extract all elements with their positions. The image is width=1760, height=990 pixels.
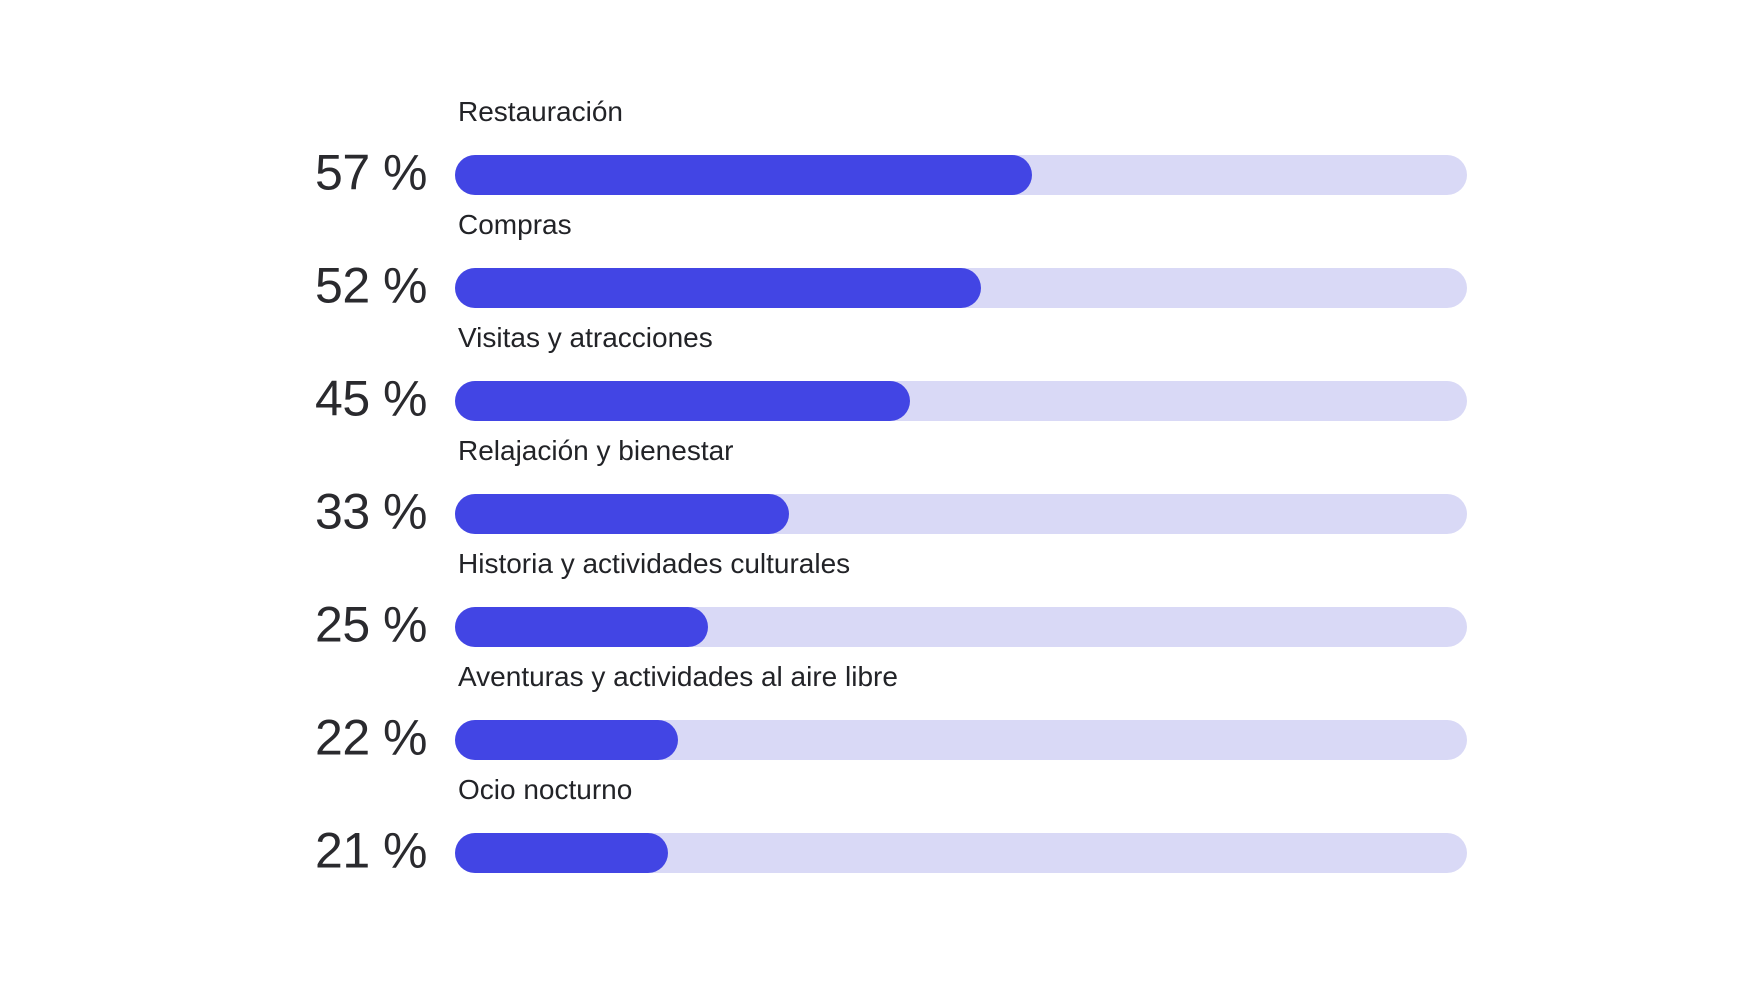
bar-fill <box>455 833 668 873</box>
category-label: Compras <box>458 209 572 240</box>
category-label: Relajación y bienestar <box>458 435 734 466</box>
bar-fill <box>455 155 1032 195</box>
value-label: 25 % <box>315 596 427 653</box>
bar-track <box>455 268 1467 308</box>
chart-rows: 57 % Restauración 52 % Compras 45 % Visi… <box>315 96 1467 946</box>
chart-row: 25 % Historia y actividades culturales <box>315 548 1467 653</box>
bar-track <box>455 607 1467 647</box>
chart-row: 33 % Relajación y bienestar <box>315 435 1467 540</box>
value-label: 21 % <box>315 822 427 879</box>
chart-row: 22 % Aventuras y actividades al aire lib… <box>315 661 1467 766</box>
chart-row: 57 % Restauración <box>315 96 1467 201</box>
bar-fill <box>455 720 678 760</box>
category-label: Visitas y atracciones <box>458 322 713 353</box>
value-label: 52 % <box>315 257 427 314</box>
bar-track <box>455 155 1467 195</box>
category-label: Restauración <box>458 96 623 127</box>
value-label: 45 % <box>315 370 427 427</box>
value-label: 57 % <box>315 144 427 201</box>
value-label: 33 % <box>315 483 427 540</box>
category-label: Aventuras y actividades al aire libre <box>458 661 898 692</box>
category-label: Ocio nocturno <box>458 774 633 805</box>
bar-fill <box>455 607 708 647</box>
category-label: Historia y actividades culturales <box>458 548 851 579</box>
bar-fill <box>455 268 982 308</box>
bar-track <box>455 833 1467 873</box>
value-label: 22 % <box>315 709 427 766</box>
bar-track <box>455 720 1467 760</box>
chart-row: 21 % Ocio nocturno <box>315 774 1467 879</box>
chart-row: 45 % Visitas y atracciones <box>315 322 1467 427</box>
bar-fill <box>455 494 789 534</box>
chart-row: 52 % Compras <box>315 209 1467 314</box>
bar-track <box>455 494 1467 534</box>
bar-fill <box>455 381 911 421</box>
bar-track <box>455 381 1467 421</box>
